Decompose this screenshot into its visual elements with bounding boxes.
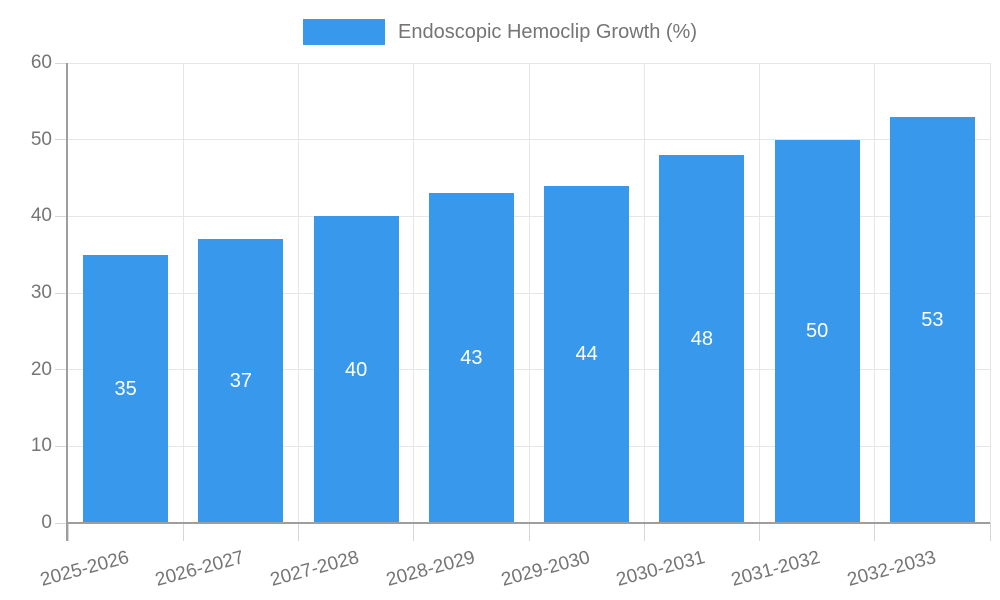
y-axis-tick bbox=[55, 522, 68, 524]
y-tick-label: 0 bbox=[41, 512, 52, 533]
y-axis-tick bbox=[55, 62, 68, 64]
y-tick-label: 50 bbox=[30, 128, 52, 150]
v-gridline bbox=[298, 63, 299, 523]
bar[interactable] bbox=[198, 239, 284, 523]
bar-value-label: 40 bbox=[345, 358, 368, 381]
x-tick-label: 2031-2032 bbox=[729, 547, 823, 591]
x-axis-tick bbox=[989, 523, 991, 541]
x-tick-label: 2029-2030 bbox=[498, 547, 593, 591]
x-tick-label: 2028-2029 bbox=[383, 547, 477, 591]
y-axis-tick bbox=[55, 292, 68, 294]
x-axis-tick bbox=[759, 523, 760, 541]
x-axis-tick bbox=[413, 523, 415, 541]
x-axis-tick bbox=[528, 523, 530, 541]
x-tick-label: 2030-2031 bbox=[614, 547, 708, 591]
y-tick-label: 20 bbox=[30, 358, 52, 380]
bar-value-label: 53 bbox=[921, 308, 944, 331]
x-axis-tick bbox=[67, 523, 69, 541]
x-axis-tick bbox=[298, 523, 299, 541]
bar[interactable] bbox=[889, 116, 975, 523]
bar-value-label: 50 bbox=[806, 320, 829, 343]
y-tick-label: 10 bbox=[30, 435, 52, 457]
v-gridline bbox=[874, 63, 876, 523]
y-axis-tick bbox=[55, 369, 68, 371]
x-axis-tick bbox=[874, 523, 876, 541]
bar[interactable] bbox=[774, 139, 860, 523]
bar[interactable] bbox=[313, 216, 399, 523]
v-gridline bbox=[182, 63, 184, 523]
x-axis-tick bbox=[182, 523, 184, 541]
y-axis-line bbox=[66, 63, 68, 541]
x-tick-label: 2026-2027 bbox=[153, 547, 247, 591]
y-axis-tick bbox=[55, 139, 68, 141]
bar[interactable] bbox=[428, 193, 514, 523]
v-gridline bbox=[413, 63, 415, 523]
legend-label[interactable]: Endoscopic Hemoclip Growth (%) bbox=[398, 20, 697, 43]
bar-value-label: 48 bbox=[690, 328, 713, 350]
x-tick-label: 2025-2026 bbox=[37, 547, 132, 591]
v-gridline bbox=[528, 63, 530, 523]
y-tick-label: 60 bbox=[30, 52, 52, 73]
bar[interactable] bbox=[83, 254, 169, 523]
y-axis-tick bbox=[55, 215, 68, 217]
x-tick-label: 2027-2028 bbox=[268, 547, 362, 591]
x-axis-line bbox=[66, 522, 990, 524]
legend: Endoscopic Hemoclip Growth (%) bbox=[0, 17, 1000, 47]
y-tick-label: 40 bbox=[30, 205, 52, 227]
bar-value-label: 35 bbox=[114, 377, 137, 400]
y-axis-tick bbox=[55, 445, 68, 447]
bar-value-label: 37 bbox=[229, 370, 252, 393]
bar[interactable] bbox=[544, 185, 630, 523]
v-gridline bbox=[759, 63, 760, 523]
y-tick-label: 30 bbox=[30, 282, 52, 303]
x-axis-tick bbox=[643, 523, 645, 541]
legend-swatch[interactable] bbox=[303, 19, 385, 45]
v-gridline bbox=[989, 63, 991, 523]
bar[interactable] bbox=[659, 155, 745, 523]
bar-value-label: 44 bbox=[575, 343, 598, 366]
v-gridline bbox=[643, 63, 645, 523]
bar-value-label: 43 bbox=[460, 347, 483, 370]
x-tick-label: 2032-2033 bbox=[844, 547, 938, 591]
